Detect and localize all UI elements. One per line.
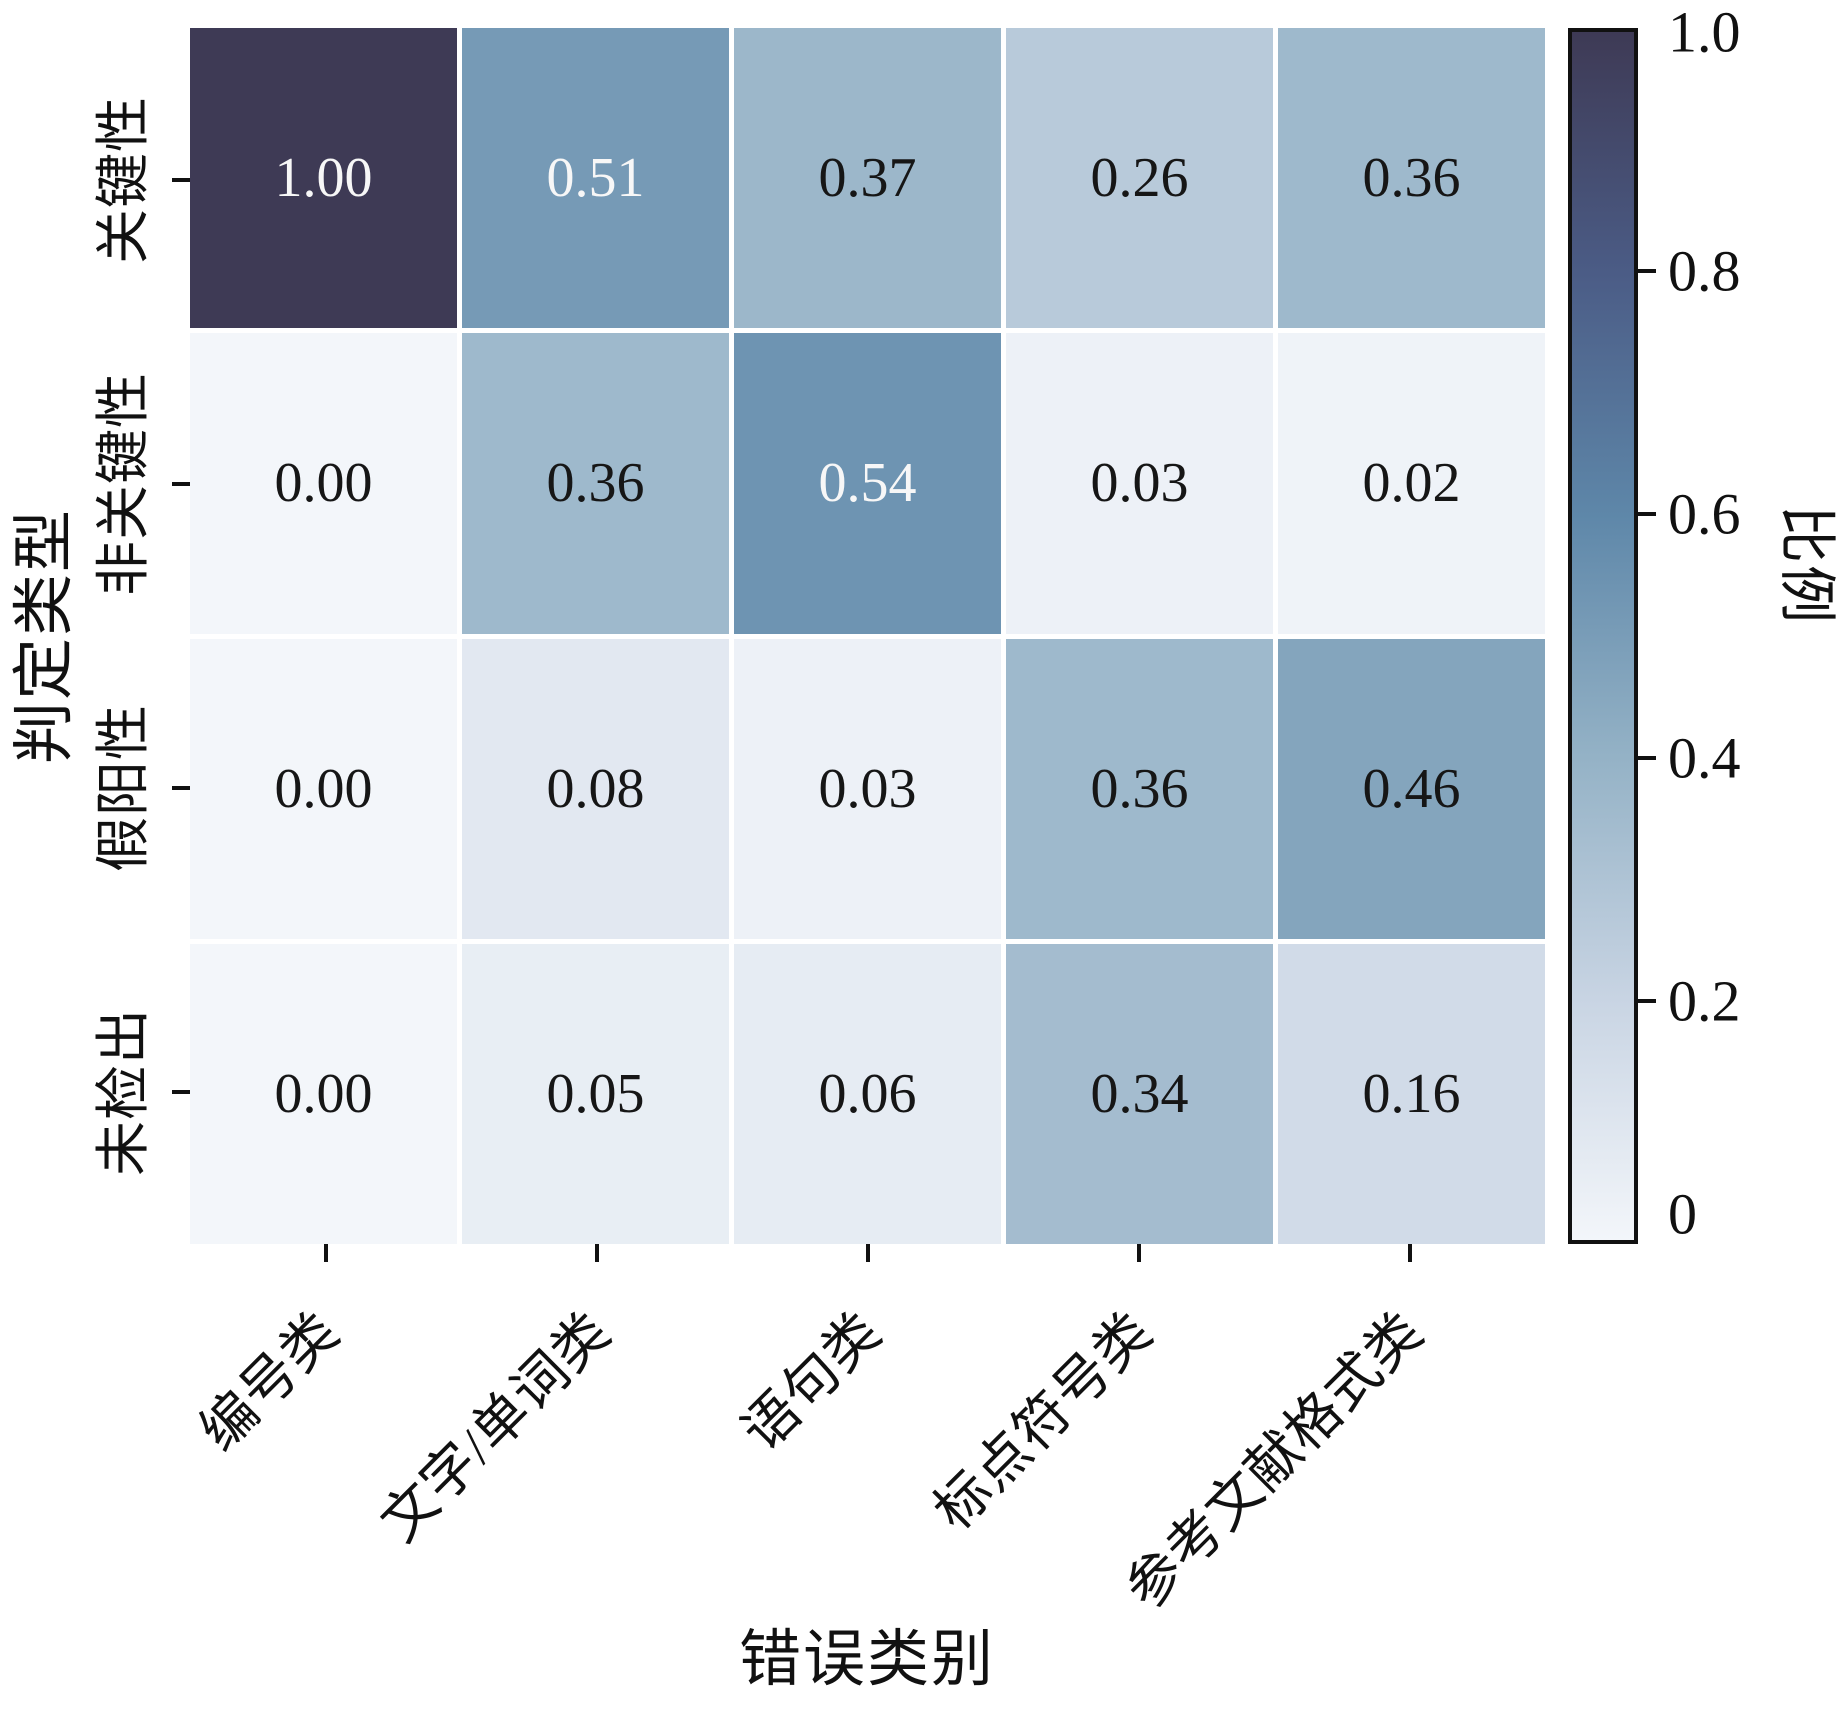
colorbar xyxy=(1568,28,1638,1244)
colorbar-tick-label: 0.6 xyxy=(1668,481,1741,547)
x-tick-mark xyxy=(1136,1244,1141,1262)
colorbar-tick-mark xyxy=(1638,998,1656,1003)
colorbar-tick-label: 0.8 xyxy=(1668,238,1741,304)
x-tick-label: 标点符号类 xyxy=(922,1300,1164,1542)
heatmap-cell-value: 0.00 xyxy=(274,757,373,820)
heatmap-cell: 0.46 xyxy=(1278,638,1545,939)
colorbar-tick-label: 0.4 xyxy=(1668,725,1741,791)
heatmap-cell: 0.37 xyxy=(734,28,1001,329)
heatmap-cell-value: 0.03 xyxy=(1090,452,1189,515)
heatmap-cell-value: 0.36 xyxy=(1362,147,1461,210)
heatmap-cell-value: 0.46 xyxy=(1362,757,1461,820)
y-tick-label: 假阳性 xyxy=(93,703,154,873)
colorbar-tick-label: 1.0 xyxy=(1668,0,1741,65)
heatmap-cell: 0.36 xyxy=(1006,638,1273,939)
colorbar-title: 比例 xyxy=(1774,504,1839,626)
colorbar-tick-mark xyxy=(1638,755,1656,760)
heatmap-cell: 0.36 xyxy=(1278,28,1545,329)
colorbar-tick-mark xyxy=(1638,512,1656,517)
heatmap-cell-value: 0.34 xyxy=(1090,1062,1189,1125)
y-tick-mark xyxy=(172,178,190,182)
heatmap-cell-value: 0.54 xyxy=(818,452,917,515)
heatmap-cell: 0.00 xyxy=(190,638,457,939)
heatmap-cell-value: 0.36 xyxy=(1090,757,1189,820)
colorbar-tick-mark xyxy=(1638,269,1656,274)
x-tick-mark xyxy=(594,1244,599,1262)
x-tick-mark xyxy=(1407,1244,1412,1262)
heatmap-cell: 0.03 xyxy=(1006,333,1273,634)
y-tick-label: 关键性 xyxy=(93,95,154,265)
heatmap-grid: 1.00 0.51 0.37 0.26 0.36 0.00 0.36 0.54 0.03 0.02… xyxy=(190,28,1545,1244)
heatmap-cell: 0.36 xyxy=(462,333,729,634)
heatmap-cell: 1.00 xyxy=(190,28,457,329)
x-tick-label: 语句类 xyxy=(731,1300,893,1463)
heatmap-cell: 0.51 xyxy=(462,28,729,329)
heatmap-cell: 0.03 xyxy=(734,638,1001,939)
x-tick-mark xyxy=(323,1244,328,1262)
heatmap-cell: 0.00 xyxy=(190,333,457,634)
heatmap-cell: 0.54 xyxy=(734,333,1001,634)
heatmap-cell-value: 0.16 xyxy=(1362,1062,1461,1125)
heatmap-cell: 0.08 xyxy=(462,638,729,939)
y-tick-mark xyxy=(172,1090,190,1094)
y-tick-label: 非关键性 xyxy=(93,371,154,597)
heatmap-cell: 0.34 xyxy=(1006,943,1273,1244)
heatmap-cell-value: 0.00 xyxy=(274,452,373,515)
heatmap-cell-value: 0.00 xyxy=(274,1062,373,1125)
heatmap-cell-value: 0.06 xyxy=(818,1062,917,1125)
heatmap-cell-value: 0.37 xyxy=(818,147,917,210)
heatmap-cell: 0.16 xyxy=(1278,943,1545,1244)
heatmap-cell: 0.00 xyxy=(190,943,457,1244)
heatmap-cell-value: 0.08 xyxy=(546,757,645,820)
x-tick-label: 文字/单词类 xyxy=(369,1300,622,1553)
heatmap-cell-value: 0.05 xyxy=(546,1062,645,1125)
y-tick-mark xyxy=(172,482,190,486)
heatmap-cell: 0.26 xyxy=(1006,28,1273,329)
heatmap-cell-value: 0.26 xyxy=(1090,147,1189,210)
y-tick-label: 未检出 xyxy=(93,1007,154,1177)
x-axis-title: 错误类别 xyxy=(738,1626,996,1694)
heatmap-cell-value: 0.02 xyxy=(1362,452,1461,515)
x-tick-label: 编号类 xyxy=(189,1300,351,1463)
heatmap-cell-value: 0.51 xyxy=(546,147,645,210)
heatmap-cell-value: 1.00 xyxy=(274,147,373,210)
colorbar-tick-label: 0.2 xyxy=(1668,968,1741,1034)
y-axis-title: 判定类型 xyxy=(11,507,79,765)
heatmap-cell-value: 0.36 xyxy=(546,452,645,515)
heatmap-cell: 0.05 xyxy=(462,943,729,1244)
heatmap-cell: 0.06 xyxy=(734,943,1001,1244)
heatmap-cell-value: 0.03 xyxy=(818,757,917,820)
x-tick-mark xyxy=(865,1244,870,1262)
colorbar-tick-label: 0 xyxy=(1668,1181,1697,1247)
y-tick-mark xyxy=(172,786,190,790)
heatmap-cell: 0.02 xyxy=(1278,333,1545,634)
